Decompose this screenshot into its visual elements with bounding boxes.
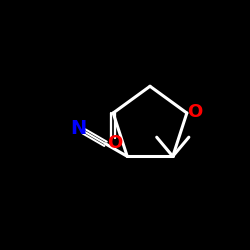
- Text: O: O: [187, 103, 202, 121]
- Text: O: O: [108, 134, 123, 152]
- Text: N: N: [70, 119, 86, 138]
